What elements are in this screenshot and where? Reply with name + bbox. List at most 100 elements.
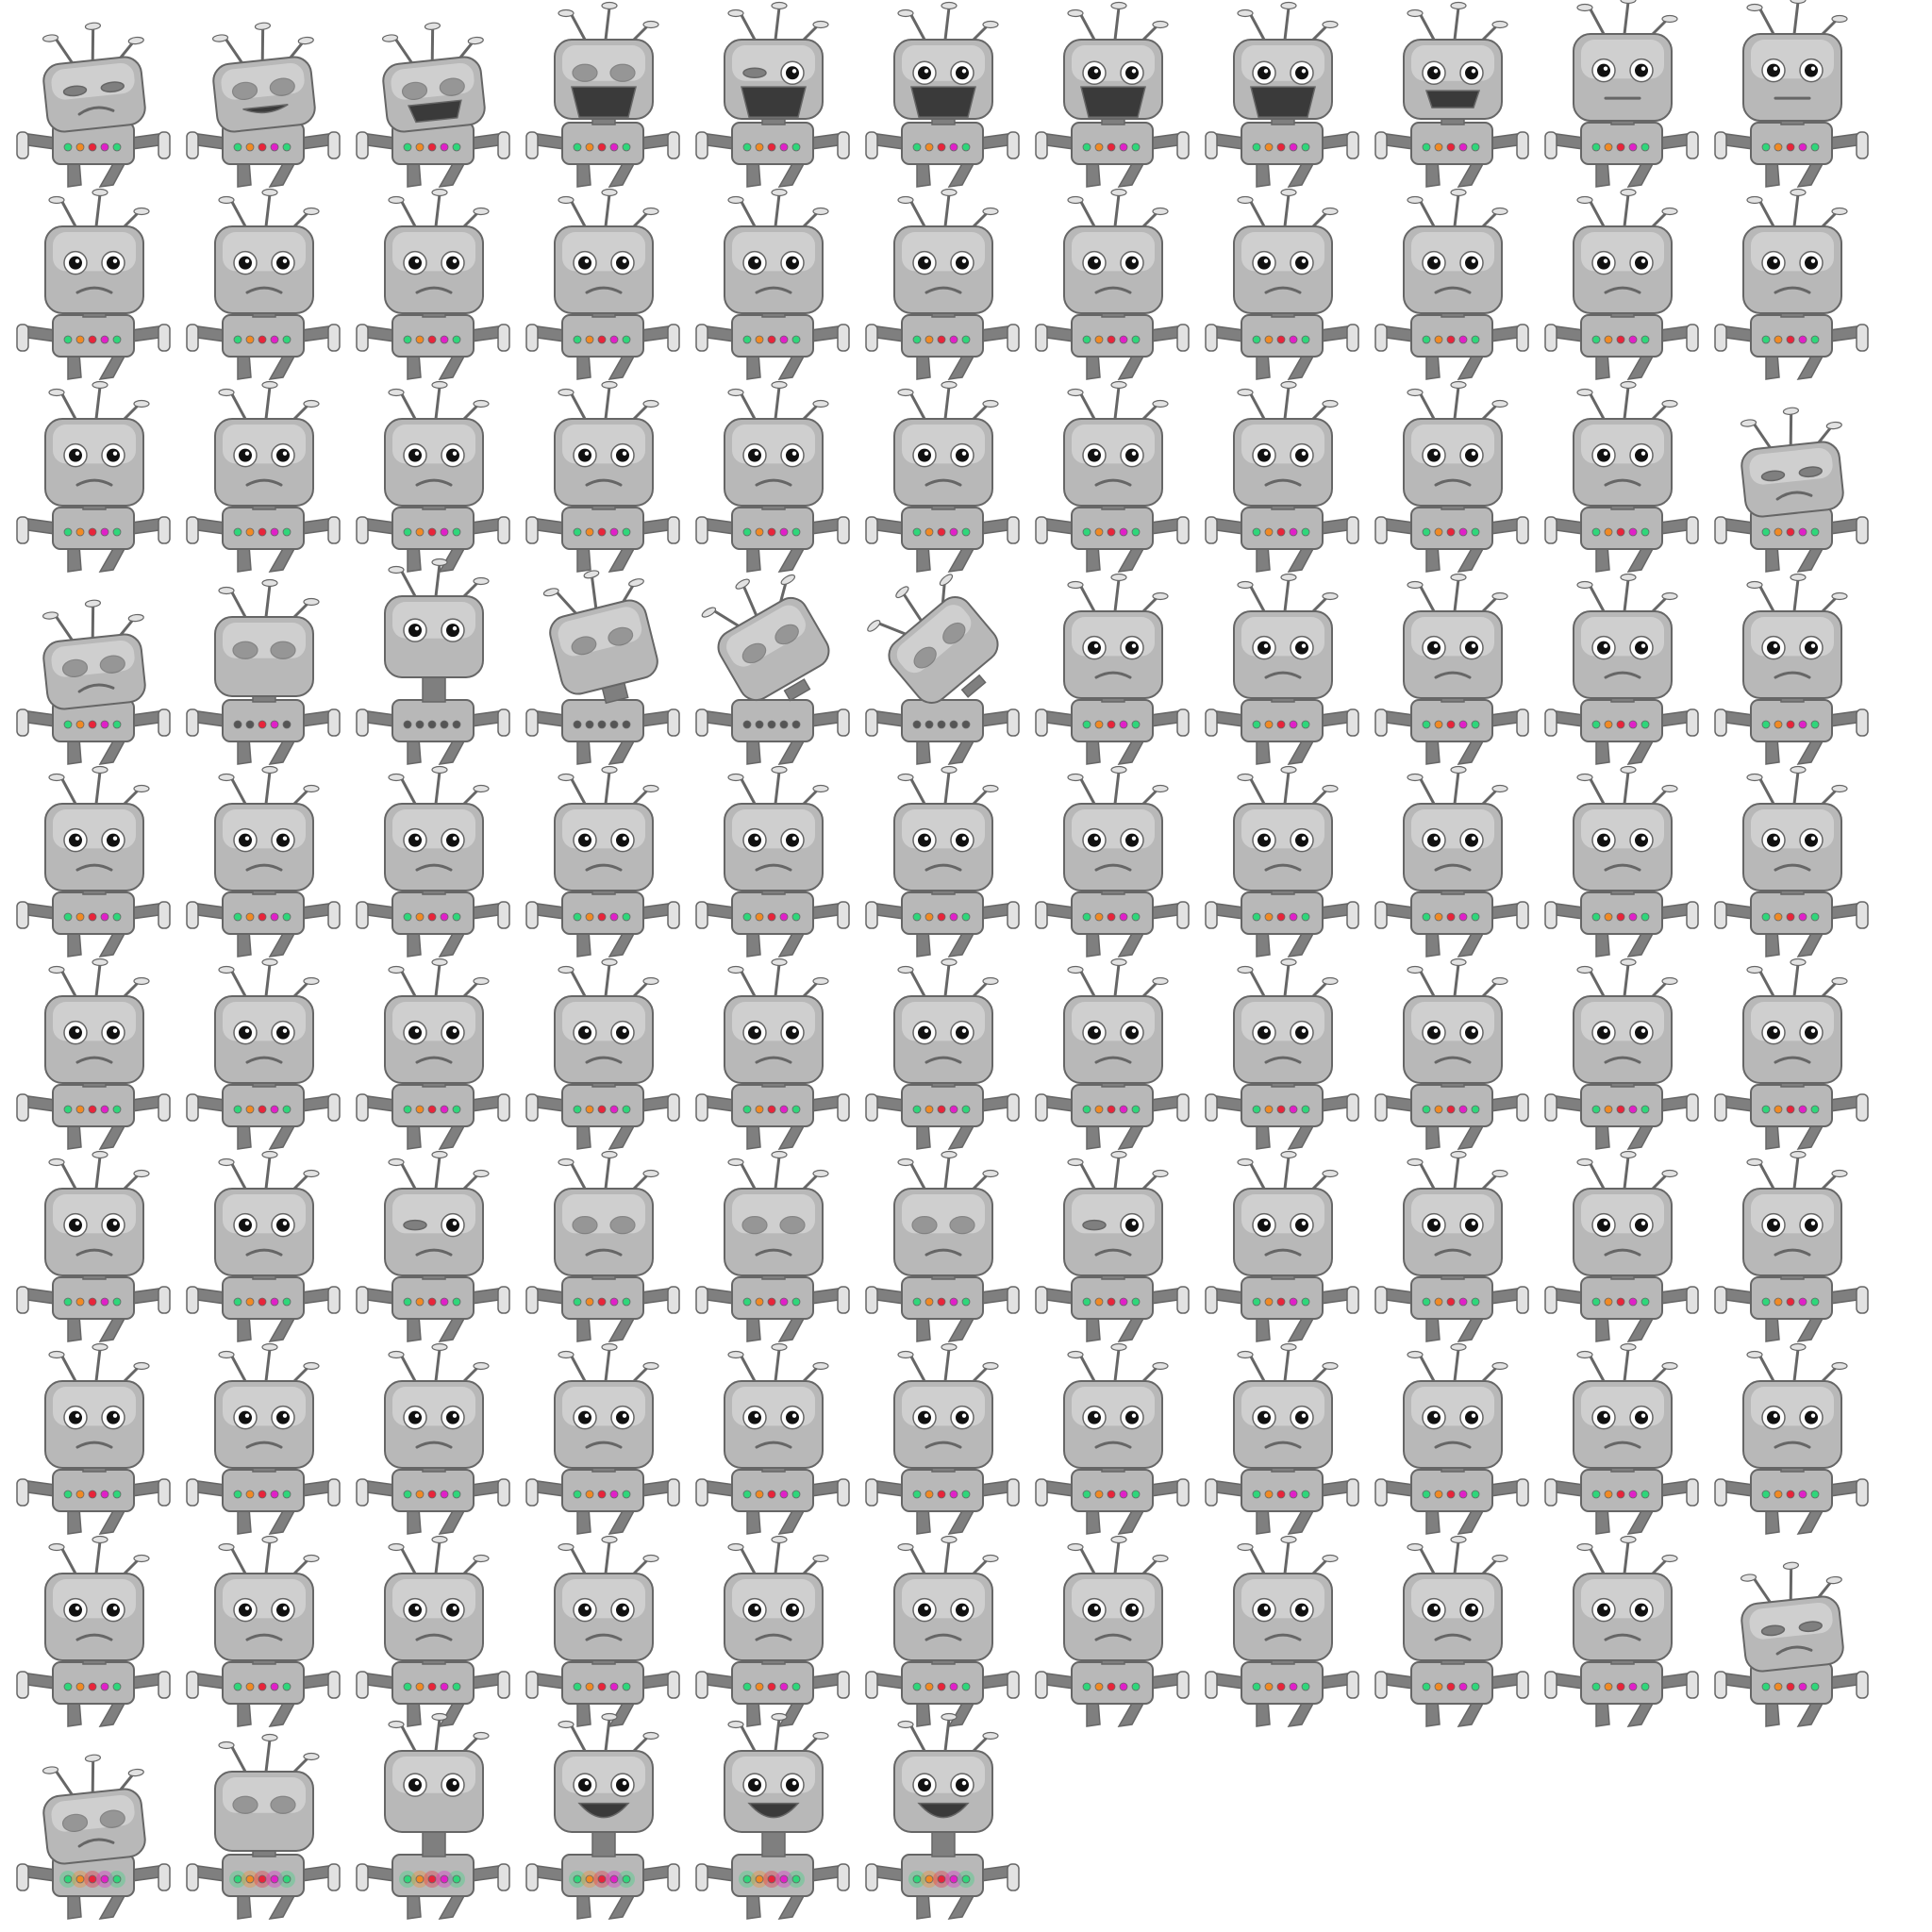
eye-closed — [232, 641, 258, 659]
antenna-tip — [42, 611, 59, 620]
led-light — [1422, 1105, 1431, 1114]
antenna-stalk — [1079, 971, 1096, 997]
led-light — [779, 1297, 789, 1307]
robot-frame — [1028, 765, 1198, 964]
robot-sprite — [16, 1535, 171, 1727]
eye-pupil — [578, 1410, 591, 1424]
led-light — [1276, 527, 1286, 537]
robot-hand-left — [1544, 131, 1557, 159]
antenna-stalk — [1792, 193, 1800, 227]
robot-head-group — [1742, 0, 1848, 125]
robot-hand-left — [186, 1093, 199, 1122]
led-light — [1107, 720, 1116, 729]
eye-glint — [1433, 643, 1439, 648]
led-light — [1761, 1490, 1771, 1499]
antenna-tip — [1825, 421, 1842, 430]
mouth — [77, 683, 115, 693]
led-light — [282, 720, 291, 729]
robot-hand-left — [525, 324, 539, 352]
antenna-tip — [727, 1350, 744, 1359]
led-light — [1458, 527, 1468, 537]
antenna-tip — [1620, 188, 1637, 197]
robot-head-group — [554, 958, 659, 1088]
antenna-stalk — [1419, 393, 1436, 420]
robot-sprite — [356, 1712, 510, 1920]
eye-glint — [452, 451, 458, 456]
led-light — [1082, 720, 1091, 729]
robot-frame — [179, 1342, 349, 1541]
antenna-stalk — [741, 585, 758, 616]
antenna-tip — [1110, 188, 1127, 197]
led-light — [573, 1874, 582, 1884]
robot-sprite — [865, 1150, 1020, 1342]
antenna-tip — [1407, 1542, 1424, 1552]
antenna-tip — [1576, 388, 1593, 397]
antenna-tip — [1790, 573, 1807, 582]
led-light — [1434, 1490, 1443, 1499]
mouth — [77, 106, 115, 116]
robot-hand-left — [695, 1478, 708, 1507]
led-light — [1289, 1682, 1298, 1691]
eye-glint — [791, 836, 797, 841]
robot-hand-left — [865, 1286, 878, 1314]
eye-pupil — [956, 1410, 969, 1424]
robot-sprite — [695, 1712, 850, 1920]
eye-pupil — [1465, 448, 1478, 462]
robot-frame — [1368, 188, 1538, 387]
robot-hand-right — [1176, 901, 1190, 929]
mouth — [1094, 286, 1132, 294]
led-light — [585, 335, 594, 344]
led-light — [755, 1682, 764, 1691]
mouth — [755, 1441, 792, 1449]
eye-glint — [112, 1221, 118, 1225]
led-light — [415, 1297, 425, 1307]
mouth — [1094, 1441, 1132, 1449]
antenna-tip — [218, 1740, 235, 1750]
robot-sprite — [16, 188, 171, 380]
antenna-tip — [1110, 380, 1127, 390]
led-light — [1471, 142, 1480, 152]
led-light — [415, 720, 425, 729]
antenna-stalk — [1079, 14, 1096, 41]
eye-glint — [584, 1413, 590, 1418]
eye-pupil — [446, 448, 459, 462]
robot-head-group — [1573, 380, 1678, 510]
eye-glint — [75, 258, 80, 263]
led-light — [100, 1682, 109, 1691]
antenna-tip — [1067, 8, 1084, 18]
antenna-tip — [941, 188, 958, 197]
antenna-stalk — [740, 1548, 757, 1574]
eye-pupil — [1635, 1025, 1648, 1040]
antenna-tip — [388, 565, 405, 575]
led-light — [1604, 1297, 1613, 1307]
led-light — [937, 1682, 946, 1691]
antenna-tip — [812, 976, 829, 986]
led-light — [1458, 1105, 1468, 1114]
eye-glint — [1810, 836, 1816, 841]
antenna-tip — [1407, 580, 1424, 590]
robot-hand-right — [667, 516, 680, 544]
led-light — [1798, 527, 1807, 537]
robot-hand-left — [865, 901, 878, 929]
led-light — [1422, 912, 1431, 922]
led-light — [452, 1874, 461, 1884]
antenna-stalk — [1079, 1548, 1096, 1574]
robot-head-group — [1063, 765, 1169, 895]
led-light — [949, 1297, 958, 1307]
led-light — [742, 142, 752, 152]
robot-sprite — [1714, 188, 1869, 380]
mouth — [1434, 1248, 1472, 1257]
eye-pupil — [1767, 256, 1780, 270]
eye-pupil — [616, 833, 629, 847]
led-light — [1264, 335, 1274, 344]
robot-hand-left — [356, 516, 369, 544]
mouth-open — [1424, 90, 1481, 108]
robot-frame — [689, 1342, 858, 1541]
antenna-tip — [1322, 1554, 1339, 1563]
antenna-tip — [1450, 380, 1467, 390]
robot-sprite — [1714, 1150, 1869, 1342]
led-light — [403, 1874, 412, 1884]
antenna-tip — [601, 380, 618, 390]
robot-head-group — [893, 1, 999, 125]
led-light — [961, 1105, 971, 1114]
